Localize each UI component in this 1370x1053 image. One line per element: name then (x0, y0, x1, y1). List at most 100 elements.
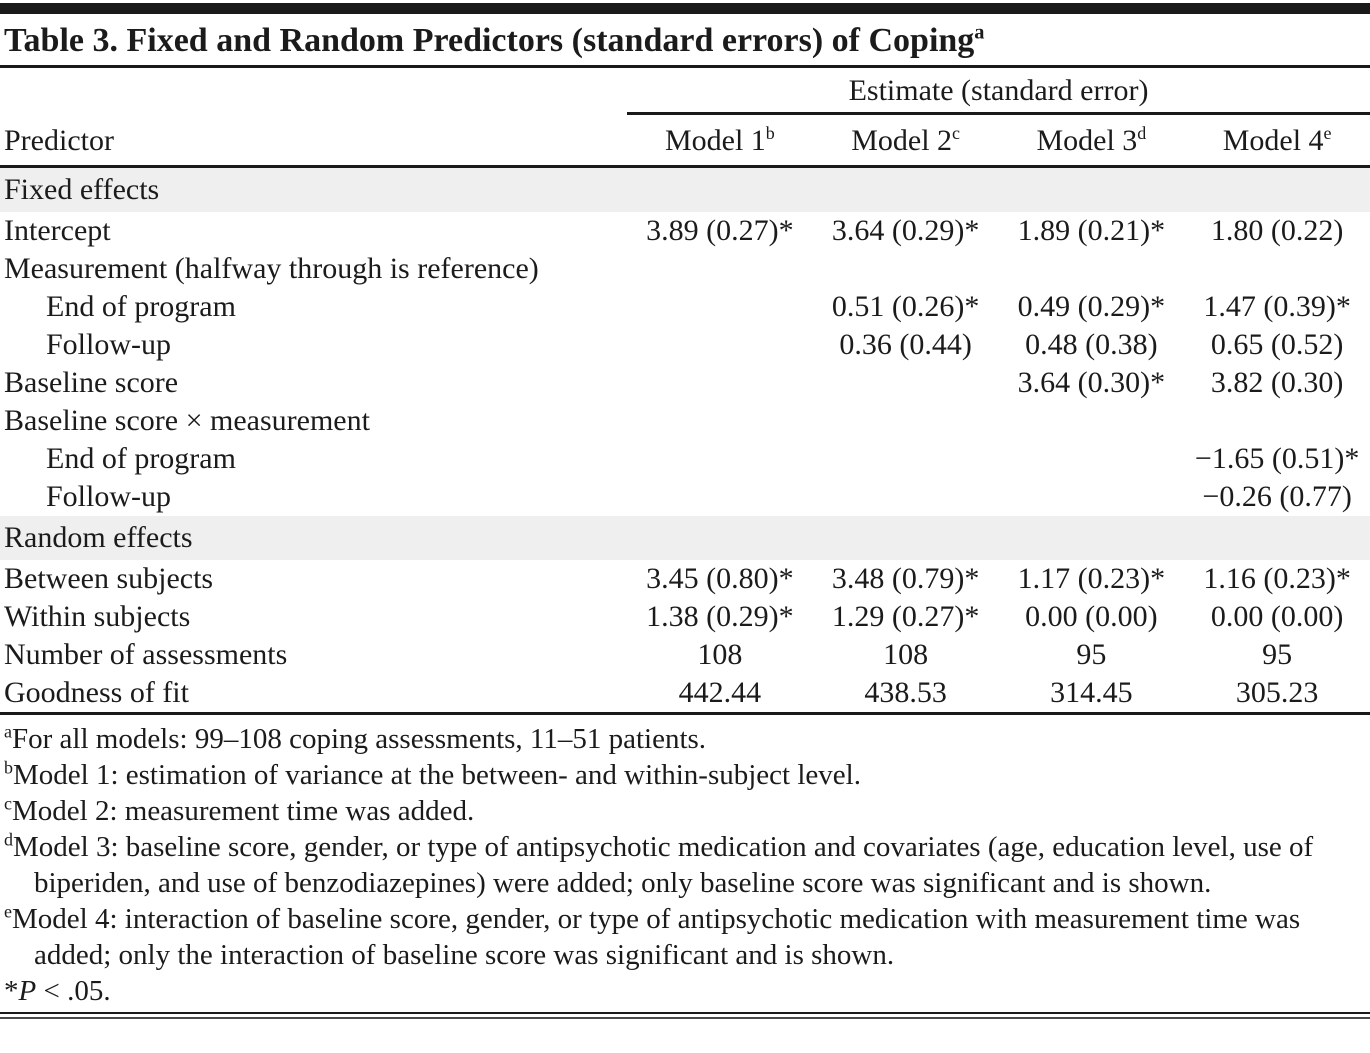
model-1-label: Model 1 (664, 124, 766, 157)
row-label: Follow-up (46, 480, 172, 513)
cell-value: −1.65 (0.51)* (1194, 442, 1360, 475)
model-1-header: Model 1b (627, 115, 813, 165)
rule-below-title (0, 65, 1370, 68)
rule-above-footnotes (0, 712, 1370, 715)
cell-value: 0.00 (0.00) (1025, 600, 1158, 633)
cell-value: 1.89 (0.21)* (1017, 214, 1166, 247)
bottom-rule-gap (0, 1014, 1370, 1017)
table-row: Measurement (halfway through is referenc… (0, 250, 1370, 288)
cell-value: 1.29 (0.27)* (831, 600, 980, 633)
estimate-spanner-header: Estimate (standard error) (627, 68, 1370, 115)
row-label: Intercept (4, 214, 111, 247)
section-label: Fixed effects (4, 173, 160, 206)
row-label: Measurement (halfway through is referenc… (4, 252, 539, 285)
table-row: Goodness of fit 442.44 438.53 314.45 305.23 (0, 674, 1370, 712)
row-label: End of program (46, 442, 236, 475)
title-footnote-marker: a (974, 21, 985, 44)
footnotes-block: aFor all models: 99–108 coping assessmen… (0, 715, 1370, 1009)
cell-value: 3.64 (0.30)* (1017, 366, 1166, 399)
row-label: Between subjects (4, 562, 214, 595)
significance-note: *P < .05. (4, 973, 1366, 1009)
cell-value: −0.26 (0.77) (1202, 480, 1352, 513)
footnote-d: dModel 3: baseline score, gender, or typ… (4, 829, 1314, 899)
predictor-column-header: Predictor (4, 124, 114, 157)
cell-value: 108 (697, 638, 743, 671)
cell-value: 3.48 (0.79)* (831, 562, 980, 595)
cell-value: 442.44 (678, 676, 762, 709)
table-row: End of program −1.65 (0.51)* (0, 440, 1370, 478)
model-3-footnote-marker: d (1137, 123, 1147, 143)
table-row: Baseline score 3.64 (0.30)* 3.82 (0.30) (0, 364, 1370, 402)
header-spanner-row: Estimate (standard error) (0, 68, 1370, 115)
footnote-a: aFor all models: 99–108 coping assessmen… (4, 721, 707, 755)
footnote-marker: e (4, 901, 12, 922)
table-body: Fixed effects Intercept 3.89 (0.27)* 3.64 (… (0, 168, 1370, 712)
row-label: Follow-up (46, 328, 172, 361)
significance-threshold: < .05. (36, 975, 111, 1007)
row-label: Goodness of fit (4, 676, 189, 709)
cell-value: 108 (883, 638, 929, 671)
footnote-marker: d (4, 829, 13, 850)
row-label: End of program (46, 290, 236, 323)
model-3-header: Model 3d (999, 115, 1185, 165)
cell-value: 1.17 (0.23)* (1017, 562, 1166, 595)
cell-value: 3.89 (0.27)* (646, 214, 794, 247)
model-4-footnote-marker: e (1323, 123, 1332, 143)
cell-value: 3.82 (0.30) (1210, 366, 1344, 399)
row-label: Number of assessments (4, 638, 288, 671)
cell-value: 0.36 (0.44) (839, 328, 972, 361)
model-3-label: Model 3 (1036, 124, 1138, 157)
table-row: Follow-up −0.26 (0.77) (0, 478, 1370, 516)
cell-value: 1.80 (0.22) (1210, 214, 1344, 247)
table-title-text: Table 3. Fixed and Random Predictors (st… (4, 22, 975, 59)
footnote-marker: a (4, 721, 12, 742)
cell-value: 0.65 (0.52) (1210, 328, 1344, 361)
model-4-label: Model 4 (1222, 124, 1324, 157)
cell-value: 0.48 (0.38) (1025, 328, 1158, 361)
model-1-footnote-marker: b (765, 123, 775, 143)
cell-value: 438.53 (864, 676, 947, 709)
table-row: Number of assessments 108 108 95 95 (0, 636, 1370, 674)
cell-value: 95 (1262, 638, 1293, 671)
cell-value: 0.49 (0.29)* (1017, 290, 1166, 323)
table-title: Table 3. Fixed and Random Predictors (st… (0, 14, 1370, 65)
section-header-random-effects: Random effects (0, 516, 1370, 560)
cell-value: 95 (1076, 638, 1107, 671)
footnote-c: cModel 2: measurement time was added. (4, 793, 475, 827)
table-row: Intercept 3.89 (0.27)* 3.64 (0.29)* 1.89 (0… (0, 212, 1370, 250)
cell-value: 305.23 (1235, 676, 1319, 709)
footnote-b: bModel 1: estimation of variance at the … (4, 757, 861, 791)
cell-value: 0.00 (0.00) (1210, 600, 1344, 633)
table-row: Between subjects 3.45 (0.80)* 3.48 (0.79)*… (0, 560, 1370, 598)
cell-value: 0.51 (0.26)* (831, 290, 980, 323)
cell-value: 1.16 (0.23)* (1203, 562, 1351, 595)
model-4-header: Model 4e (1184, 115, 1370, 165)
row-label: Within subjects (4, 600, 191, 633)
rule-below-header (0, 165, 1370, 168)
footnote-marker: c (4, 793, 12, 814)
footnote-list: aFor all models: 99–108 coping assessmen… (4, 721, 1366, 973)
cell-value: 3.45 (0.80)* (646, 562, 794, 595)
table-row: Baseline score × measurement (0, 402, 1370, 440)
cell-value: 314.45 (1050, 676, 1133, 709)
cell-value: 1.47 (0.39)* (1203, 290, 1351, 323)
section-label: Random effects (4, 521, 193, 554)
row-label: Baseline score (4, 366, 179, 399)
table-row: End of program 0.51 (0.26)* 0.49 (0.29)* 1.… (0, 288, 1370, 326)
row-label: Baseline score × measurement (4, 404, 370, 437)
bottom-rule-top (0, 1012, 1370, 1014)
top-thick-rule (0, 3, 1370, 14)
table-row: Within subjects 1.38 (0.29)* 1.29 (0.27)* 0… (0, 598, 1370, 636)
model-2-label: Model 2 (851, 124, 953, 157)
table-row: Follow-up 0.36 (0.44) 0.48 (0.38) 0.65 (0.5… (0, 326, 1370, 364)
bottom-rule-bottom (0, 1017, 1370, 1019)
cell-value: 1.38 (0.29)* (646, 600, 794, 633)
model-2-header: Model 2c (813, 115, 999, 165)
significance-star: * (4, 975, 19, 1007)
model-2-footnote-marker: c (952, 123, 961, 143)
footnote-e: eModel 4: interaction of baseline score,… (4, 901, 1301, 971)
footnote-marker: b (4, 757, 13, 778)
significance-p: P (18, 975, 37, 1007)
section-header-fixed-effects: Fixed effects (0, 168, 1370, 212)
